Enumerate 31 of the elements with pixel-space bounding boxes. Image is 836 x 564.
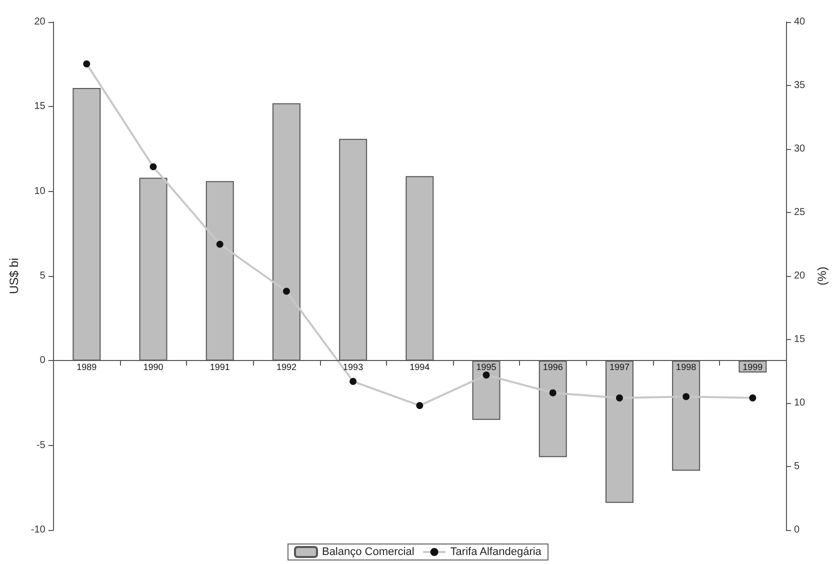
x-tick-label: 1993 xyxy=(343,362,364,372)
y-tick-label: 10 xyxy=(34,186,46,197)
y2-tick-label: 5 xyxy=(794,461,800,472)
y-tick-label: -10 xyxy=(30,524,46,536)
y2-tick-label: 20 xyxy=(794,270,806,282)
y2-tick-label: 30 xyxy=(794,144,806,154)
y-tick-label: -5 xyxy=(36,440,46,451)
x-tick-label: 1997 xyxy=(609,362,630,372)
y-axis-title: US$ bi xyxy=(7,258,21,294)
y2-tick-label: 15 xyxy=(794,334,806,345)
y2-axis-title: (%) xyxy=(815,266,829,286)
legend-label: Tarifa Alfandegária xyxy=(450,546,542,558)
y-tick-label: 20 xyxy=(34,16,46,28)
legend-label: Balanço Comercial xyxy=(322,546,414,558)
x-tick-label: 1989 xyxy=(76,362,97,372)
y-tick-label: 15 xyxy=(34,101,46,112)
x-tick-label: 1992 xyxy=(276,362,296,372)
x-tick-label: 1990 xyxy=(143,362,164,372)
x-tick-label: 1998 xyxy=(676,362,696,372)
x-tick-label: 1994 xyxy=(410,362,430,372)
y-tick-label: 5 xyxy=(40,270,46,282)
y2-tick-label: 0 xyxy=(794,524,800,536)
y2-tick-label: 25 xyxy=(794,207,806,218)
x-tick-label: 1999 xyxy=(742,362,763,372)
y-tick-label: 0 xyxy=(40,355,46,366)
y2-tick-label: 40 xyxy=(794,16,806,28)
y2-tick-label: 35 xyxy=(794,80,806,91)
y2-tick-label: 10 xyxy=(794,398,806,408)
x-tick-label: 1991 xyxy=(210,362,230,372)
x-tick-label: 1996 xyxy=(542,362,563,372)
x-tick-label: 1995 xyxy=(476,362,496,372)
